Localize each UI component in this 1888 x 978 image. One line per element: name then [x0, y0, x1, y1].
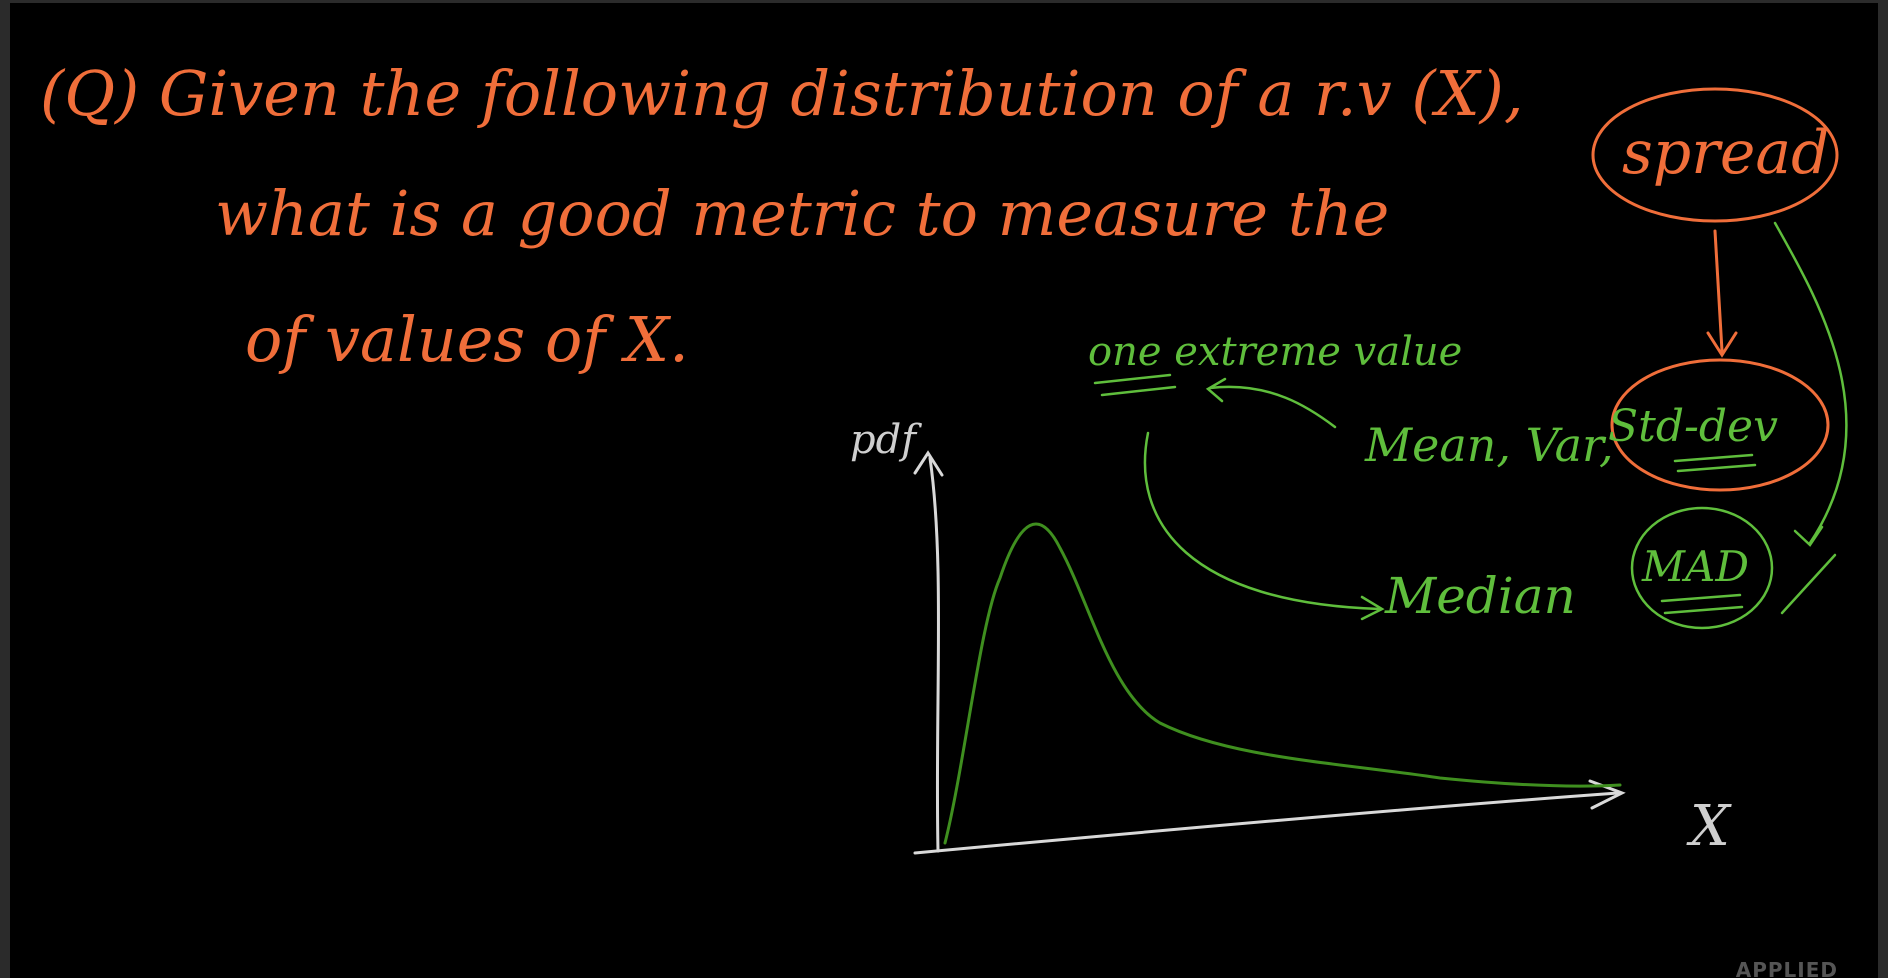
x-axis — [913, 791, 1620, 855]
std-dev-underline — [1673, 453, 1757, 473]
spread-circle — [1591, 87, 1839, 223]
std-dev-circle — [1610, 358, 1830, 492]
mad-label: MAD — [1641, 542, 1749, 591]
mad-tick-mark — [1780, 553, 1837, 615]
median-label: Median — [1384, 567, 1576, 625]
spread-word: spread — [1622, 118, 1830, 188]
x-axis-label: X — [1686, 794, 1732, 859]
mad-underline — [1660, 593, 1744, 615]
arrowhead-icon — [1205, 377, 1227, 403]
y-axis — [928, 456, 941, 853]
one-extreme-value-label: one extreme value — [1088, 329, 1462, 375]
question-line-2: what is a good metric to measure the — [215, 177, 1389, 250]
arrowhead-icon — [1793, 525, 1824, 547]
y-axis-arrow-icon — [913, 450, 944, 477]
question-line-1: (Q) Given the following distribution of … — [40, 57, 1524, 130]
mad-circle — [1630, 506, 1774, 630]
spread-to-mad-arrow — [1773, 221, 1848, 545]
spread-to-stddev-arrow — [1713, 229, 1724, 353]
skewed-pdf-curve — [943, 522, 1622, 845]
std-dev-label: Std-dev — [1608, 401, 1778, 452]
y-axis-label: pdf — [850, 417, 922, 463]
arrowhead-icon — [1360, 595, 1385, 621]
handwriting-layer: (Q) Given the following distribution of … — [40, 57, 1848, 859]
question-line-3: of values of X. — [245, 303, 689, 376]
underline-mark — [1093, 373, 1177, 397]
arrowhead-icon — [1706, 331, 1738, 358]
mean-to-extreme-arrow — [1208, 385, 1337, 429]
watermark-logo: APPLIED — [1735, 958, 1838, 978]
mean-var-label: Mean, Var, — [1364, 418, 1614, 472]
extreme-to-median-arrow — [1143, 431, 1382, 611]
